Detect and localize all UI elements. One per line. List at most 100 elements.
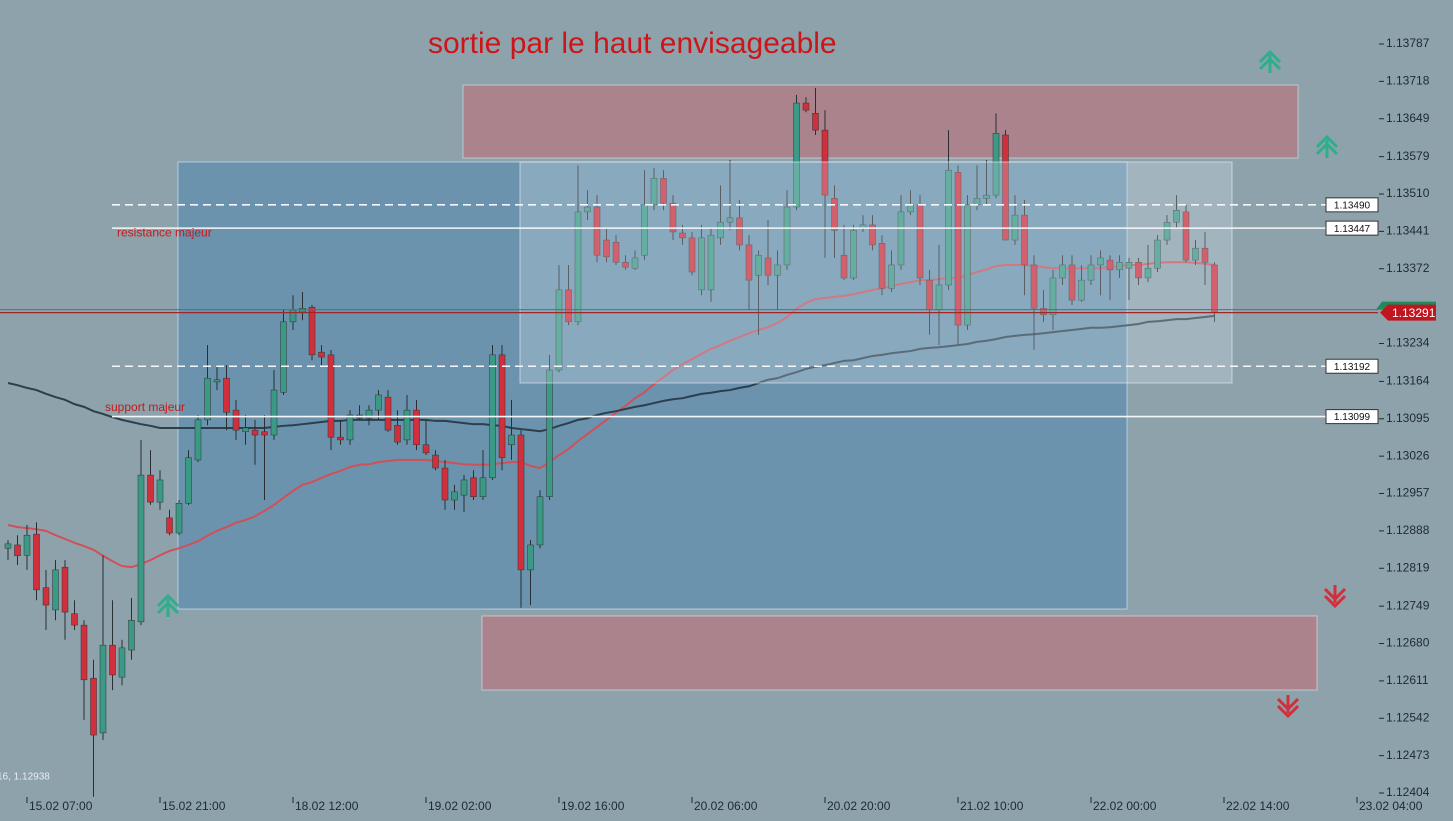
candle-body	[52, 569, 59, 611]
candle-body	[1135, 262, 1142, 279]
y-tick-label: 1.13026	[1386, 448, 1430, 462]
level-label: 1.13447	[1334, 224, 1371, 235]
y-tick-label: 1.13441	[1386, 224, 1430, 238]
cursor-text: 16, 1.12938	[0, 772, 50, 783]
y-tick-label: 1.13372	[1386, 261, 1430, 275]
y-tick-label: 1.13787	[1386, 36, 1430, 50]
candle-body	[679, 232, 686, 239]
candle-body	[109, 644, 116, 676]
candle-body	[1078, 279, 1085, 301]
candle-body	[42, 587, 50, 606]
candle-body	[251, 429, 259, 436]
candle-body	[603, 239, 610, 258]
candle-body	[299, 308, 306, 313]
y-tick-label: 1.12680	[1386, 636, 1430, 650]
candle-body	[384, 396, 392, 431]
candle-body	[1192, 247, 1199, 261]
price-label-box	[1380, 304, 1436, 321]
x-tick-label: 20.02 20:00	[827, 799, 891, 813]
candle-body	[1097, 257, 1104, 266]
candle-body	[793, 102, 800, 208]
candle-body	[774, 264, 781, 276]
candle-body	[698, 237, 705, 291]
candle-body	[821, 129, 829, 196]
y-tick-label: 1.12404	[1386, 785, 1430, 799]
candle-body	[1144, 267, 1152, 279]
candle-body	[964, 204, 971, 326]
candle-body	[432, 454, 439, 469]
candle-body	[1163, 221, 1171, 241]
candle-body	[289, 309, 297, 323]
candle-body	[1173, 210, 1180, 223]
candle-body	[527, 544, 534, 571]
candle-body	[365, 409, 373, 419]
candle-body	[346, 414, 354, 441]
candle-body	[403, 409, 411, 441]
candle-body	[451, 491, 458, 501]
y-tick-label: 1.12473	[1386, 748, 1430, 762]
candle-body	[90, 677, 97, 736]
candle-body	[736, 217, 743, 246]
x-tick-label: 21.02 10:00	[960, 799, 1024, 813]
resistance-zone	[462, 84, 1299, 159]
candle-body	[175, 503, 183, 534]
y-tick-label: 1.12611	[1386, 673, 1429, 687]
candle-body	[270, 389, 278, 436]
candle-body	[118, 647, 126, 678]
candle-body	[1040, 308, 1047, 316]
candle-body	[61, 566, 69, 613]
candle-body	[318, 351, 325, 358]
price-label: 1.13291	[1392, 306, 1436, 320]
candle-body	[764, 257, 772, 276]
support-zone	[481, 615, 1318, 691]
candle-body	[517, 434, 525, 571]
candle-body	[308, 306, 316, 356]
candle-body	[983, 194, 990, 199]
candle-body	[166, 517, 173, 534]
candle-body	[850, 230, 857, 279]
candle-body	[555, 289, 563, 371]
candle-body	[1049, 277, 1057, 316]
level-label: 1.13192	[1334, 362, 1371, 373]
candle-body	[498, 354, 506, 459]
x-tick-label: 22.02 14:00	[1226, 799, 1290, 813]
candle-body	[137, 474, 145, 623]
candle-body	[745, 244, 753, 281]
y-tick-label: 1.13649	[1386, 111, 1430, 125]
y-tick-label: 1.13510	[1386, 186, 1430, 200]
candle-body	[71, 613, 78, 626]
candle-body	[726, 217, 734, 223]
x-tick-label: 19.02 02:00	[428, 799, 492, 813]
y-tick-label: 1.12542	[1386, 710, 1430, 724]
candle-body	[1154, 239, 1161, 269]
candle-body	[4, 543, 12, 549]
candle-body	[641, 204, 648, 256]
candle-body	[565, 289, 572, 323]
level-annotation: resistance majeur	[117, 225, 212, 239]
candle-body	[156, 479, 164, 503]
candle-body	[1002, 134, 1009, 241]
candle-body	[508, 434, 515, 446]
candle-body	[204, 377, 211, 421]
candle-body	[802, 102, 810, 111]
candle-body	[242, 427, 249, 433]
candle-body	[1087, 264, 1095, 281]
x-tick-label: 20.02 06:00	[694, 799, 758, 813]
candle-body	[755, 254, 762, 276]
candle-body	[650, 178, 658, 206]
candle-body	[327, 354, 335, 438]
level-label-box	[1325, 358, 1379, 374]
x-tick-label: 15.02 07:00	[29, 799, 93, 813]
candle-body	[80, 624, 88, 681]
x-tick-label: 23.02 04:00	[1359, 799, 1423, 813]
x-tick-label: 18.02 12:00	[295, 799, 359, 813]
candle-body	[888, 264, 895, 289]
candle-body	[232, 409, 240, 431]
candle-body	[223, 377, 230, 413]
candle-body	[394, 425, 401, 443]
y-tick-label: 1.13234	[1386, 336, 1430, 350]
candle-body	[1116, 262, 1123, 271]
candle-body	[688, 237, 696, 273]
candle-body	[878, 243, 886, 289]
